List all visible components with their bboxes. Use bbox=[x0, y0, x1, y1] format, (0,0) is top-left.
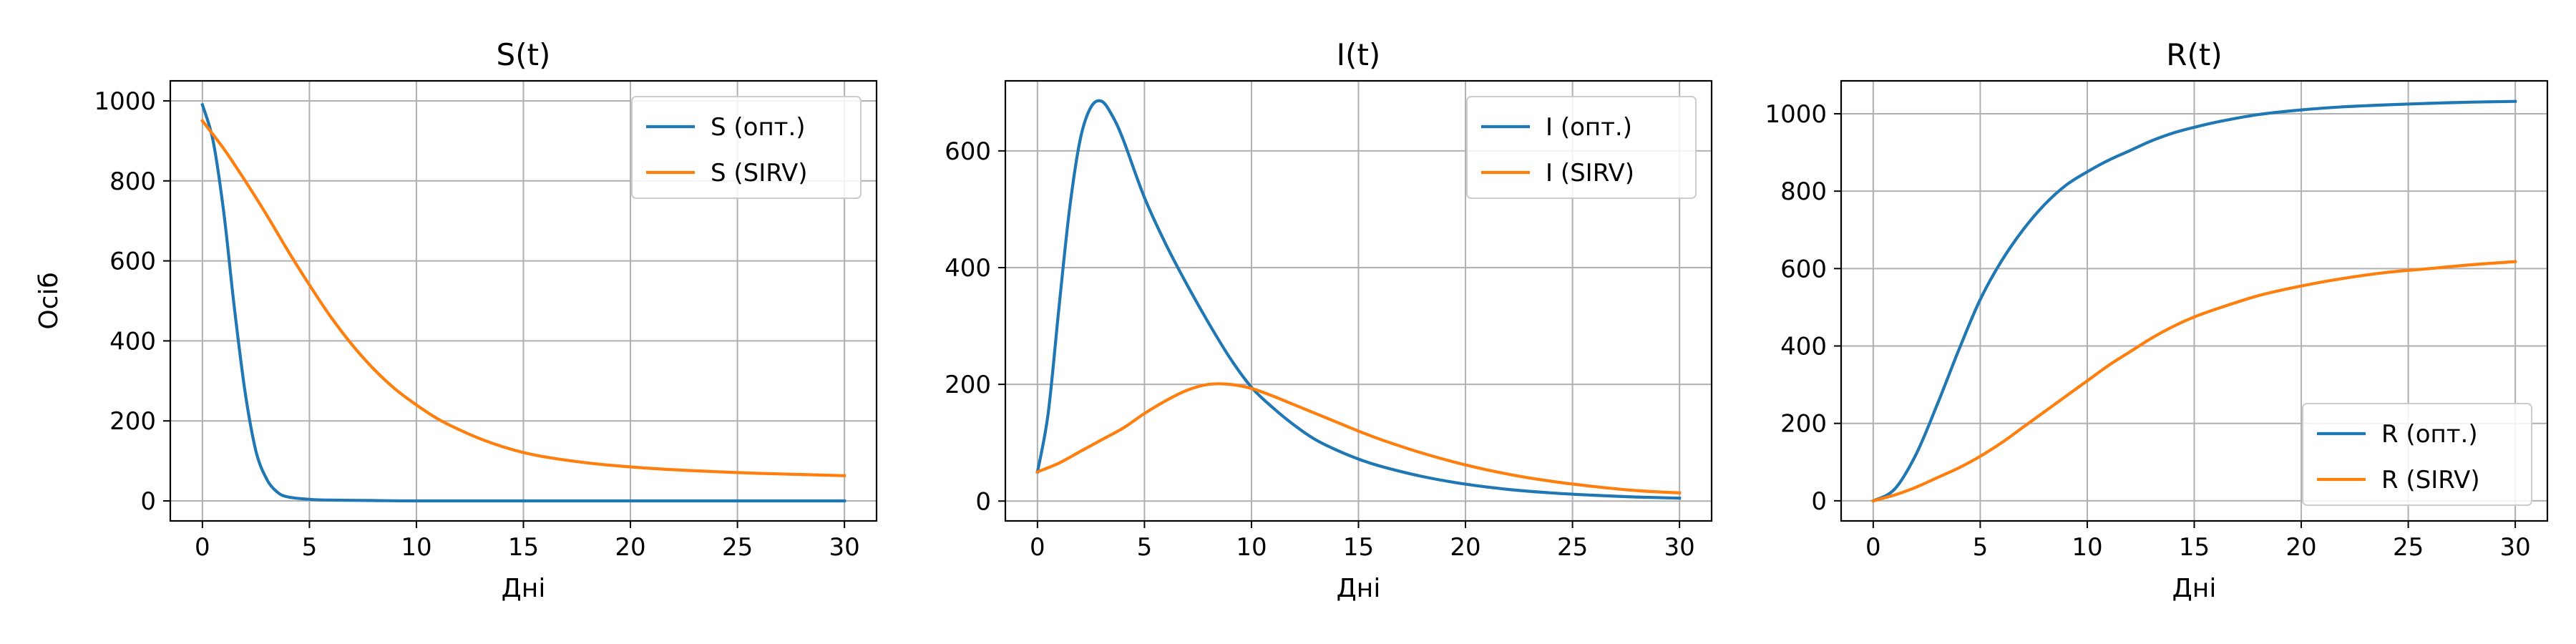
x-tick-label: 10 bbox=[401, 533, 431, 562]
x-tick-label: 0 bbox=[1030, 533, 1045, 562]
y-tick-label: 0 bbox=[1811, 487, 1827, 516]
x-axis: 0 5 10 15 20 25 30 Дні bbox=[1865, 521, 2531, 603]
x-tick-label: 15 bbox=[508, 533, 539, 562]
x-tick-label: 10 bbox=[1236, 533, 1267, 562]
panel-1: 0 5 10 15 20 25 30 Дні 0 200 400 600 800 1000 Осіб S(t)… bbox=[34, 37, 878, 603]
x-axis: 0 5 10 15 20 25 30 Дні bbox=[195, 521, 860, 603]
chart-title: I(t) bbox=[1337, 37, 1381, 72]
x-tick-label: 5 bbox=[1973, 533, 1989, 562]
x-tick-label: 25 bbox=[1557, 533, 1588, 562]
y-tick-label: 1000 bbox=[1765, 100, 1827, 129]
y-tick-label: 600 bbox=[945, 137, 991, 166]
legend-label: S (опт.) bbox=[711, 113, 806, 142]
y-tick-label: 800 bbox=[109, 167, 156, 196]
series-line-opt bbox=[200, 102, 847, 503]
x-tick-label: 20 bbox=[615, 533, 645, 562]
legend-label: I (SIRV) bbox=[1546, 159, 1634, 187]
y-tick-label: 1000 bbox=[94, 87, 156, 116]
series-group bbox=[200, 102, 847, 503]
y-tick-label: 400 bbox=[945, 254, 991, 283]
x-axis-label: Дні bbox=[2172, 574, 2217, 603]
x-tick-label: 30 bbox=[1664, 533, 1695, 562]
y-axis: 0 200 400 600 800 1000 Осіб bbox=[34, 87, 170, 516]
y-tick-label: 600 bbox=[1780, 255, 1827, 283]
x-tick-label: 15 bbox=[2179, 533, 2210, 562]
y-axis: 0 200 400 600 bbox=[945, 137, 1005, 516]
y-axis-label: Осіб bbox=[34, 272, 64, 329]
x-tick-label: 20 bbox=[2285, 533, 2316, 562]
y-axis: 0 200 400 600 800 1000 bbox=[1765, 100, 1841, 516]
x-tick-label: 15 bbox=[1343, 533, 1374, 562]
legend-label: R (SIRV) bbox=[2381, 466, 2480, 494]
series-line-sirv bbox=[1871, 260, 2517, 503]
y-tick-label: 0 bbox=[140, 487, 156, 516]
y-tick-label: 0 bbox=[975, 487, 991, 516]
series-line-opt bbox=[1035, 99, 1682, 500]
y-tick-label: 200 bbox=[1780, 410, 1827, 439]
x-tick-label: 5 bbox=[302, 533, 318, 562]
series-line-opt bbox=[1871, 99, 2517, 503]
y-tick-label: 400 bbox=[1780, 333, 1827, 361]
legend: R (опт.) R (SIRV) bbox=[2302, 403, 2532, 506]
x-axis-label: Дні bbox=[502, 574, 546, 603]
x-tick-label: 30 bbox=[829, 533, 860, 562]
chart-title: S(t) bbox=[497, 37, 551, 72]
y-tick-label: 400 bbox=[109, 327, 156, 356]
legend: I (опт.) I (SIRV) bbox=[1466, 96, 1697, 199]
series-line-sirv bbox=[200, 118, 847, 477]
x-tick-label: 10 bbox=[2072, 533, 2102, 562]
series-group bbox=[1871, 99, 2517, 503]
x-tick-label: 30 bbox=[2500, 533, 2531, 562]
legend-label: S (SIRV) bbox=[711, 159, 808, 187]
y-tick-label: 800 bbox=[1780, 177, 1827, 206]
series-line-sirv bbox=[1035, 382, 1682, 495]
y-tick-label: 200 bbox=[109, 407, 156, 436]
legend: S (опт.) S (SIRV) bbox=[631, 96, 862, 199]
series-group bbox=[1035, 99, 1682, 500]
y-tick-label: 200 bbox=[945, 371, 991, 399]
y-tick-label: 600 bbox=[109, 248, 156, 276]
legend-label: R (опт.) bbox=[2381, 420, 2478, 449]
panels: 0 5 10 15 20 25 30Дні02004006008001000ОсібS(t)… bbox=[34, 37, 2549, 603]
chart-title: R(t) bbox=[2166, 37, 2222, 72]
x-tick-label: 20 bbox=[1450, 533, 1480, 562]
x-tick-label: 5 bbox=[1137, 533, 1153, 562]
legend-label: I (опт.) bbox=[1546, 113, 1632, 142]
x-axis: 0 5 10 15 20 25 30 Дні bbox=[1030, 521, 1695, 603]
x-tick-label: 0 bbox=[1865, 533, 1881, 562]
x-tick-label: 25 bbox=[2393, 533, 2424, 562]
x-tick-label: 25 bbox=[722, 533, 753, 562]
x-axis-label: Дні bbox=[1337, 574, 1381, 603]
grid bbox=[170, 81, 877, 521]
panel-3: 0 5 10 15 20 25 30 Дні 0 200 400 600 800 1000 R(t) R (о… bbox=[1765, 37, 2549, 603]
x-tick-label: 0 bbox=[195, 533, 210, 562]
